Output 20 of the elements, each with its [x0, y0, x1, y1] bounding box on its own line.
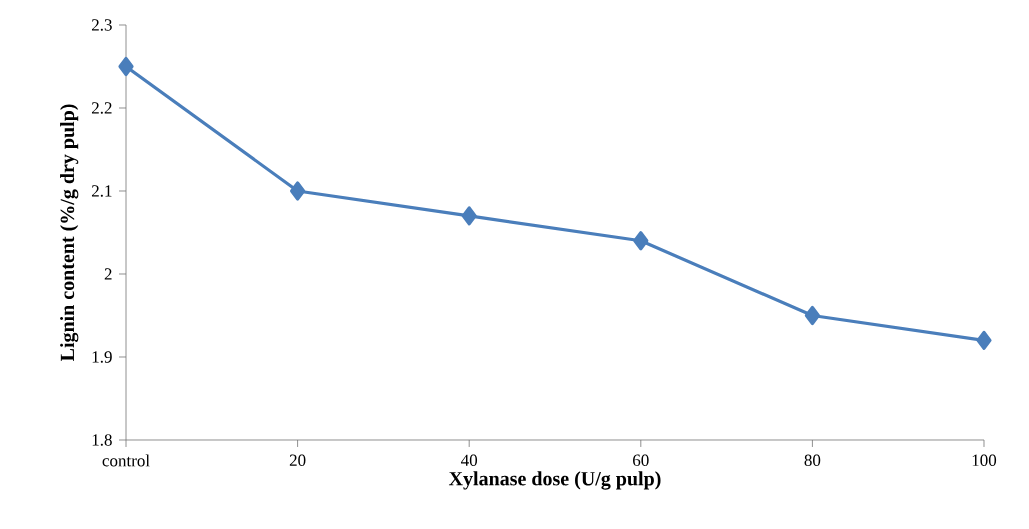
- y-tick-label: 2.1: [91, 185, 112, 197]
- x-tick-label: 80: [804, 454, 821, 466]
- x-tick-label: 40: [461, 454, 478, 466]
- x-tick-label: 20: [289, 454, 306, 466]
- point: [290, 181, 306, 201]
- y-tick-label: 2.3: [91, 19, 112, 31]
- point: [633, 231, 649, 251]
- y-tick-label: 2.2: [91, 102, 112, 114]
- point: [804, 305, 820, 326]
- point: [976, 330, 992, 350]
- y-tick-label: 1.8: [92, 434, 112, 446]
- x-tick-label: control: [102, 454, 150, 467]
- x-tick-label: 60: [633, 454, 649, 466]
- x-axis-title: Xylanase dose (U/g pulp): [448, 471, 661, 490]
- y-tick-label: 1.9: [92, 351, 112, 363]
- point: [461, 206, 477, 226]
- y-axis-title: Lignin content (%/g dry pulp): [60, 104, 79, 362]
- point: [118, 56, 134, 77]
- y-tick-label: 2: [104, 268, 112, 280]
- x-tick-label: 100: [972, 454, 997, 466]
